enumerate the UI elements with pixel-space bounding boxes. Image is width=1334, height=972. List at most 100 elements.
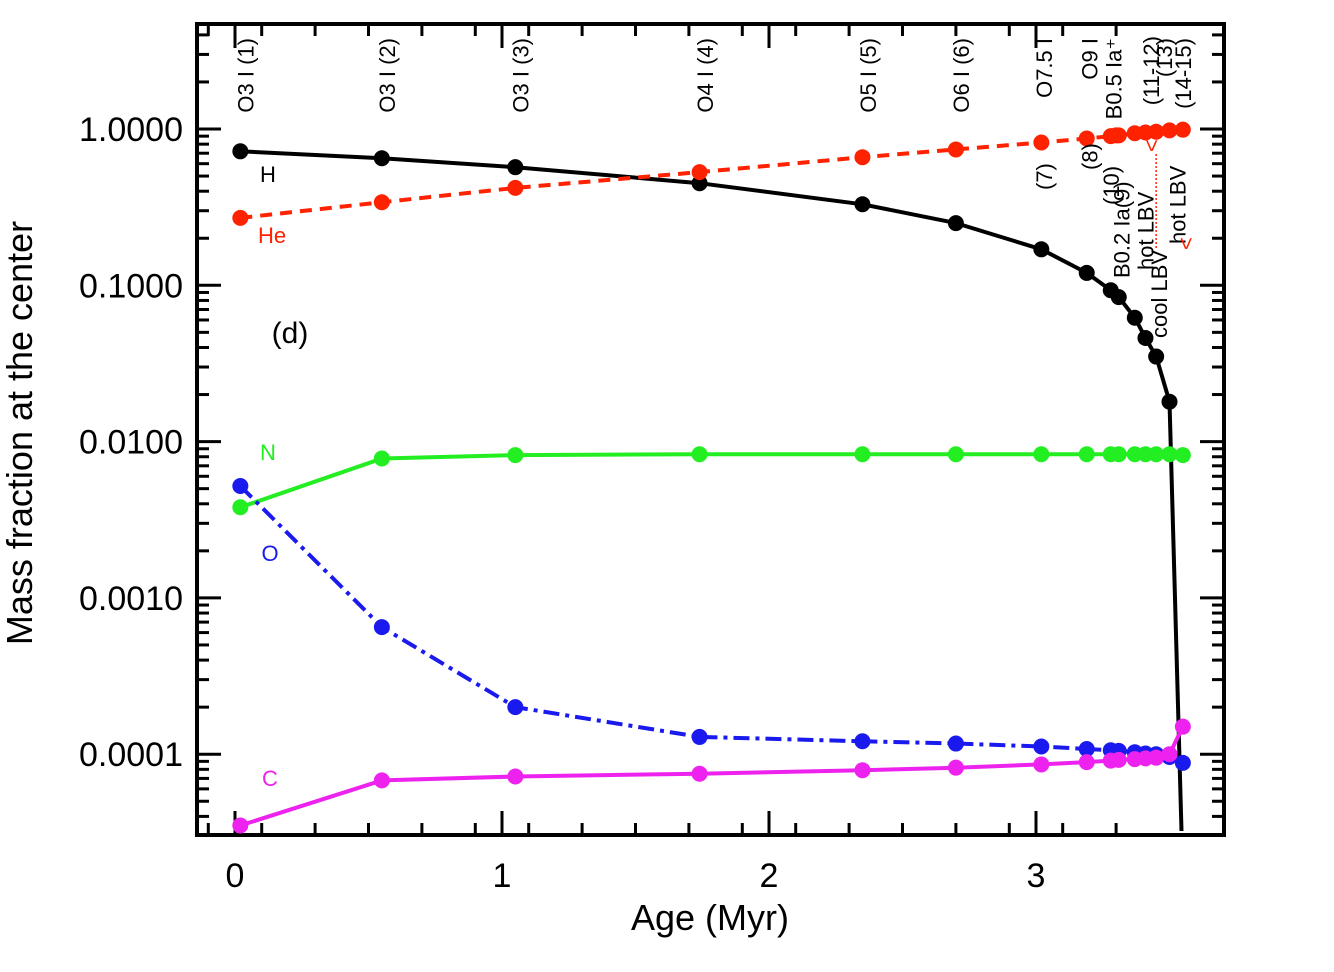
x-tick-label: 1 [493, 857, 512, 895]
data-point-h [854, 196, 871, 213]
data-point-n [1148, 446, 1165, 463]
annotation-label: O4 I (4) [693, 38, 718, 113]
data-point-o [507, 699, 524, 716]
data-point-h [1148, 348, 1165, 365]
data-point-h [1078, 264, 1095, 281]
x-tick-label: 0 [226, 857, 245, 895]
annotation-label: O3 I (3) [509, 38, 534, 113]
data-point-n [691, 446, 708, 463]
plot-border [195, 22, 1226, 837]
y-tick-label: 0.1000 [79, 267, 183, 305]
data-point-c [232, 817, 249, 834]
plot-frame: 0 1 2 3 1.0000 0.1000 0.0100 0.0010 0.0001 [79, 22, 1226, 895]
data-point-h [1161, 393, 1178, 410]
data-point-n [232, 499, 249, 516]
annotation-label: (7) [1032, 163, 1057, 190]
data-point-he [373, 194, 390, 211]
x-tick-label: 3 [1027, 857, 1046, 895]
data-point-n [1078, 446, 1095, 463]
y-tick-label: 0.0001 [79, 736, 183, 774]
series-labels: H He N O C [258, 162, 286, 791]
data-point-n [373, 450, 390, 467]
annotation-label: O7.5 I [1032, 38, 1057, 98]
data-point-c [947, 759, 964, 776]
annotation-label: (14-15) [1171, 38, 1196, 109]
data-point-c [854, 762, 871, 779]
data-point-c [1078, 754, 1095, 771]
data-point-o [373, 619, 390, 636]
panel-label: (d) [272, 317, 309, 350]
data-point-h [1137, 330, 1154, 347]
data-point-c [1174, 718, 1191, 735]
data-point-n [854, 446, 871, 463]
data-point-h [1110, 289, 1127, 306]
data-point-n [1033, 446, 1050, 463]
annotation-label: O5 I (5) [856, 38, 881, 113]
annotation-label: (11-12) [1139, 36, 1164, 105]
annotation-label: (8) [1077, 143, 1102, 170]
data-point-n [1174, 447, 1191, 464]
data-point-he [1174, 121, 1191, 138]
series-curves [238, 127, 1185, 832]
annotation-label: (10) [1099, 166, 1124, 205]
annotation-label: < [1174, 237, 1199, 250]
data-point-h [373, 150, 390, 167]
series-label-o: O [261, 541, 278, 566]
y-tick-label: 1.0000 [79, 111, 183, 149]
annotation-label: B0.5 Ia⁺ [1101, 38, 1126, 119]
annotation-label: hot LBV [1166, 165, 1191, 244]
data-point-he [1148, 123, 1165, 140]
x-axis-label: Age (Myr) [631, 897, 789, 938]
data-point-he [232, 209, 249, 226]
data-point-c [1148, 749, 1165, 766]
annotation-label: O9 I [1077, 38, 1102, 80]
data-point-h [507, 159, 524, 176]
data-point-he [854, 149, 871, 166]
data-point-n [1161, 446, 1178, 463]
data-point-h [947, 215, 964, 232]
spectral-annotations: O3 I (1) O3 I (2) O3 I (3) O4 I (4) O5 I (5)… [234, 36, 1199, 338]
annotation-label: hot LBV [1133, 191, 1158, 270]
y-tick-label: 0.0010 [79, 580, 183, 618]
data-point-n [1110, 446, 1127, 463]
data-point-h [691, 175, 708, 192]
data-point-h [1033, 241, 1050, 258]
data-point-o [1174, 754, 1191, 771]
data-point-c [691, 765, 708, 782]
data-point-o [854, 733, 871, 750]
series-points [232, 121, 1191, 834]
data-point-o [1033, 738, 1050, 755]
annotation-label: B0.2 Ia(9) [1109, 181, 1134, 278]
annotation-label: cool LBV [1147, 250, 1172, 338]
series-label-h: H [260, 162, 276, 187]
data-point-c [373, 772, 390, 789]
data-point-c [507, 768, 524, 785]
annotation-label: O3 I (1) [234, 38, 259, 113]
data-point-o [232, 477, 249, 494]
series-label-c: C [262, 766, 278, 791]
series-line-he [240, 127, 1183, 220]
data-point-he [691, 164, 708, 181]
data-point-n [947, 446, 964, 463]
data-point-he [1078, 130, 1095, 147]
annotation-label: O6 I (6) [949, 38, 974, 113]
data-point-he [1110, 127, 1127, 144]
data-point-h [1126, 309, 1143, 326]
data-point-he [947, 141, 964, 158]
annotation-label: O3 I (2) [375, 38, 400, 113]
annotation-label: < [1139, 139, 1164, 152]
data-point-he [507, 179, 524, 196]
data-point-h [232, 143, 249, 160]
data-point-he [1033, 134, 1050, 151]
data-point-c [1110, 751, 1127, 768]
data-point-o [1078, 740, 1095, 757]
x-tick-label: 2 [760, 857, 779, 895]
y-tick-label: 0.0100 [79, 424, 183, 462]
data-point-he [1161, 122, 1178, 139]
data-point-o [947, 735, 964, 752]
data-point-n [507, 447, 524, 464]
annotation-label: (13) [1152, 38, 1177, 77]
series-label-he: He [258, 223, 286, 248]
series-label-n: N [260, 440, 276, 465]
